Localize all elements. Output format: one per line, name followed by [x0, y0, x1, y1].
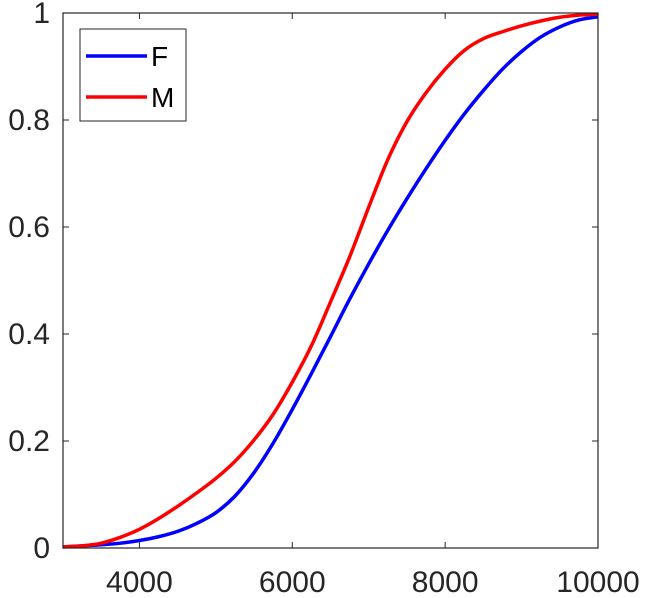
y-tick-label: 0.8	[8, 104, 50, 137]
x-tick-label: 6000	[259, 566, 326, 598]
legend: F M	[79, 28, 187, 122]
legend-label-f: F	[151, 41, 168, 72]
x-tick-label: 8000	[412, 566, 479, 598]
tick-layer: 4000 6000 8000 10000 0 0.2 0.4 0.6 0.8 1	[8, 0, 639, 598]
y-tick-label: 0	[33, 532, 50, 565]
series-line-m	[62, 12, 599, 549]
legend-label-m: M	[151, 82, 174, 113]
y-tick-label: 1	[33, 0, 50, 30]
plot-frame	[62, 12, 599, 549]
y-tick-label: 0.4	[8, 318, 50, 351]
x-tick-label: 4000	[106, 566, 173, 598]
y-tick-label: 0.2	[8, 425, 50, 458]
y-tick-label: 0.6	[8, 211, 50, 244]
x-tick-label: 10000	[556, 566, 639, 598]
series-line-f	[62, 15, 599, 549]
series-layer	[62, 12, 599, 549]
legend-box	[79, 28, 187, 122]
